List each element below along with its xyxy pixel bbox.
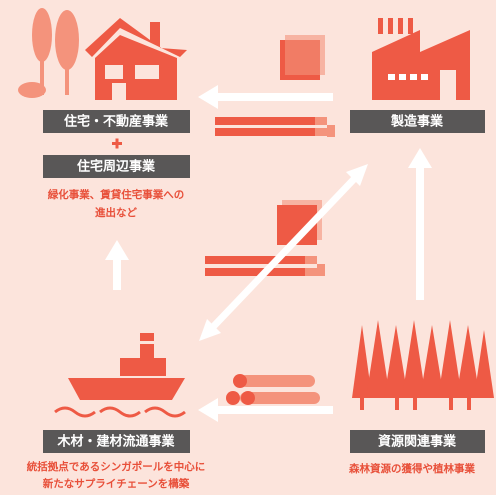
arrows: [105, 85, 432, 422]
node-note: 統括拠点であるシンガポールを中心に: [27, 460, 205, 473]
node-label: 木材・建材流通事業: [56, 434, 175, 450]
node-note: 新たなサプライチェーンを構築: [43, 477, 190, 490]
label-box: [43, 430, 190, 453]
node-note: 進出など: [95, 206, 137, 219]
node-label: 住宅・不動産事業: [64, 114, 169, 130]
labels: 住宅・不動産事業 住宅周辺事業 緑化事業、賃貸住宅事業への 進出など 製造事業 …: [27, 110, 485, 490]
icons: [18, 8, 494, 418]
node-label: 資源関連事業: [378, 434, 457, 450]
node-note: 森林資源の獲得や植林事業: [348, 462, 475, 475]
node-note: 緑化事業、賃貸住宅事業への: [48, 188, 185, 201]
label-box: [43, 155, 190, 178]
label-box: [350, 430, 485, 453]
label-box: [350, 110, 485, 133]
node-label: 製造事業: [390, 114, 444, 130]
label-box: [43, 110, 190, 133]
node-label: 住宅周辺事業: [77, 159, 156, 175]
